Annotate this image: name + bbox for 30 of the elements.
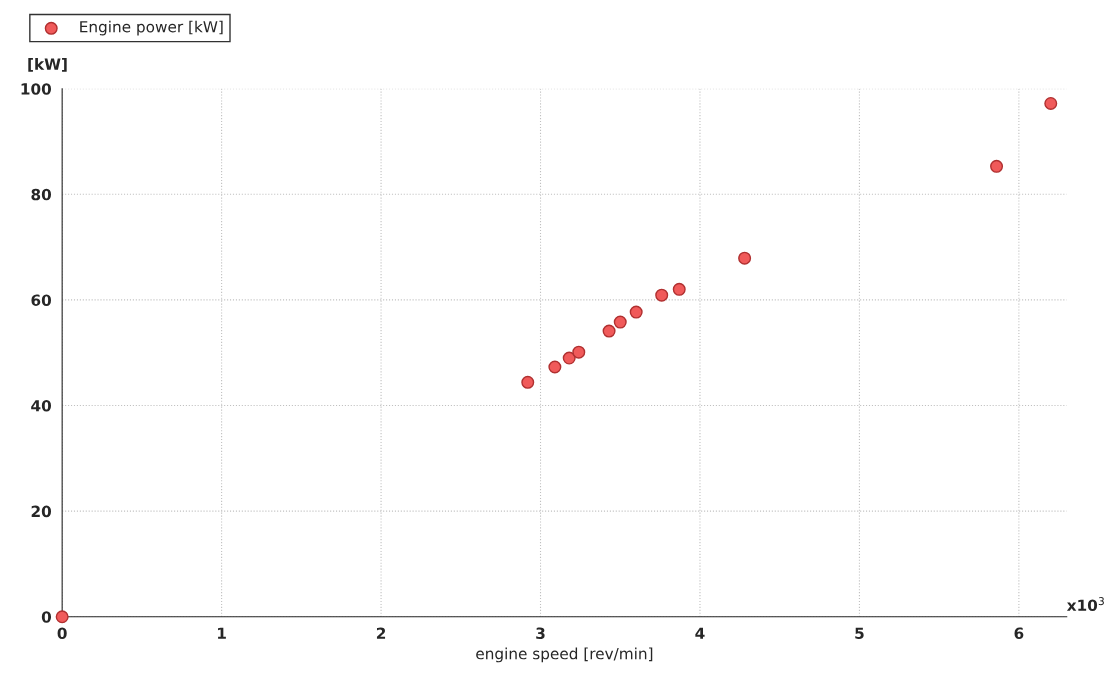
- point: [572, 345, 586, 359]
- y-tick-label: 0: [41, 611, 52, 623]
- legend-label: Engine power [kW]: [80, 20, 223, 36]
- y-tick-label: 40: [31, 400, 52, 412]
- y-tick-label: 80: [31, 188, 52, 201]
- point: [655, 288, 669, 302]
- point: [521, 375, 535, 389]
- point: [562, 351, 576, 365]
- point: [55, 610, 69, 624]
- x-tick-label: 5: [855, 627, 864, 640]
- point: [990, 159, 1004, 173]
- x-tick-label: 0: [57, 627, 67, 640]
- x-tick-label: 2: [376, 627, 386, 639]
- x-tick-label: 1: [218, 627, 226, 639]
- point: [548, 360, 562, 374]
- y-tick-label: 60: [31, 294, 52, 306]
- point: [629, 305, 643, 319]
- x-tick-label: 6: [1014, 627, 1024, 640]
- y-axis-title: [kW]: [28, 58, 67, 72]
- point: [613, 315, 627, 329]
- y-tick-label: 100: [21, 83, 52, 95]
- y-tick-label: 20: [31, 505, 52, 518]
- point: [738, 251, 752, 265]
- point: [602, 324, 616, 338]
- x-axis-title: engine speed [rev/min]: [476, 647, 653, 663]
- point: [1044, 96, 1058, 110]
- x-tick-label: 4: [695, 627, 705, 639]
- point: [672, 282, 686, 296]
- x-tick-label: 3: [536, 627, 545, 640]
- text: x10$^{3}$: [1066, 597, 1104, 612]
